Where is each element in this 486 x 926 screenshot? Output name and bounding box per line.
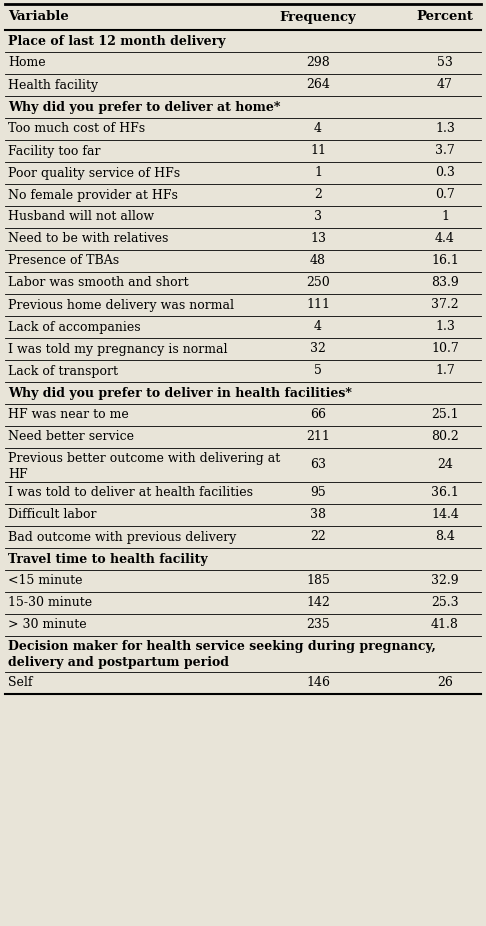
Text: 8.4: 8.4 — [435, 531, 455, 544]
Text: 0.7: 0.7 — [435, 189, 455, 202]
Text: 32: 32 — [310, 343, 326, 356]
Text: 142: 142 — [306, 596, 330, 609]
Text: 25.3: 25.3 — [431, 596, 459, 609]
Text: I was told my pregnancy is normal: I was told my pregnancy is normal — [8, 343, 227, 356]
Text: Percent: Percent — [417, 10, 473, 23]
Text: 80.2: 80.2 — [431, 431, 459, 444]
Text: 25.1: 25.1 — [431, 408, 459, 421]
Text: 41.8: 41.8 — [431, 619, 459, 632]
Text: Travel time to health facility: Travel time to health facility — [8, 553, 208, 566]
Text: 24: 24 — [437, 458, 453, 471]
Text: 36.1: 36.1 — [431, 486, 459, 499]
Text: 2: 2 — [314, 189, 322, 202]
Text: 185: 185 — [306, 574, 330, 587]
Text: Need to be with relatives: Need to be with relatives — [8, 232, 168, 245]
Text: 63: 63 — [310, 458, 326, 471]
Text: 264: 264 — [306, 79, 330, 92]
Text: Why did you prefer to deliver in health facilities*: Why did you prefer to deliver in health … — [8, 386, 352, 399]
Text: 38: 38 — [310, 508, 326, 521]
Text: HF was near to me: HF was near to me — [8, 408, 129, 421]
Text: > 30 minute: > 30 minute — [8, 619, 87, 632]
Text: 3.7: 3.7 — [435, 144, 455, 157]
Text: 53: 53 — [437, 56, 453, 69]
Text: 37.2: 37.2 — [431, 298, 459, 311]
Text: No female provider at HFs: No female provider at HFs — [8, 189, 178, 202]
Text: Place of last 12 month delivery: Place of last 12 month delivery — [8, 34, 226, 47]
Text: 1: 1 — [314, 167, 322, 180]
Text: 83.9: 83.9 — [431, 277, 459, 290]
Bar — [5, 4, 481, 694]
Text: 1.7: 1.7 — [435, 365, 455, 378]
Text: Variable: Variable — [8, 10, 69, 23]
Text: 22: 22 — [310, 531, 326, 544]
Text: 4: 4 — [314, 320, 322, 333]
Text: 0.3: 0.3 — [435, 167, 455, 180]
Text: <15 minute: <15 minute — [8, 574, 83, 587]
Text: 1.3: 1.3 — [435, 320, 455, 333]
Text: 5: 5 — [314, 365, 322, 378]
Text: 298: 298 — [306, 56, 330, 69]
Text: Labor was smooth and short: Labor was smooth and short — [8, 277, 189, 290]
Text: Decision maker for health service seeking during pregnancy,
delivery and postpar: Decision maker for health service seekin… — [8, 640, 436, 669]
Text: Need better service: Need better service — [8, 431, 134, 444]
Text: Presence of TBAs: Presence of TBAs — [8, 255, 119, 268]
Text: Husband will not allow: Husband will not allow — [8, 210, 154, 223]
Text: 32.9: 32.9 — [431, 574, 459, 587]
Text: 235: 235 — [306, 619, 330, 632]
Text: Why did you prefer to deliver at home*: Why did you prefer to deliver at home* — [8, 101, 280, 114]
Text: 1.3: 1.3 — [435, 122, 455, 135]
Text: 11: 11 — [310, 144, 326, 157]
Text: 47: 47 — [437, 79, 453, 92]
Text: Bad outcome with previous delivery: Bad outcome with previous delivery — [8, 531, 236, 544]
Text: Poor quality service of HFs: Poor quality service of HFs — [8, 167, 180, 180]
Text: 111: 111 — [306, 298, 330, 311]
Text: I was told to deliver at health facilities: I was told to deliver at health faciliti… — [8, 486, 253, 499]
Text: Too much cost of HFs: Too much cost of HFs — [8, 122, 145, 135]
Text: Frequency: Frequency — [279, 10, 356, 23]
Text: Home: Home — [8, 56, 46, 69]
Text: 4: 4 — [314, 122, 322, 135]
Text: 4.4: 4.4 — [435, 232, 455, 245]
Text: Facility too far: Facility too far — [8, 144, 101, 157]
Text: 250: 250 — [306, 277, 330, 290]
Text: Previous better outcome with delivering at
HF: Previous better outcome with delivering … — [8, 452, 280, 481]
Text: Health facility: Health facility — [8, 79, 98, 92]
Text: 146: 146 — [306, 677, 330, 690]
Text: Difficult labor: Difficult labor — [8, 508, 97, 521]
Text: 26: 26 — [437, 677, 453, 690]
Text: 211: 211 — [306, 431, 330, 444]
Text: 13: 13 — [310, 232, 326, 245]
Text: Previous home delivery was normal: Previous home delivery was normal — [8, 298, 234, 311]
Text: 3: 3 — [314, 210, 322, 223]
Text: 16.1: 16.1 — [431, 255, 459, 268]
Text: 14.4: 14.4 — [431, 508, 459, 521]
Text: 66: 66 — [310, 408, 326, 421]
Text: 10.7: 10.7 — [431, 343, 459, 356]
Text: 48: 48 — [310, 255, 326, 268]
Text: 15-30 minute: 15-30 minute — [8, 596, 92, 609]
Text: 1: 1 — [441, 210, 449, 223]
Text: Lack of accompanies: Lack of accompanies — [8, 320, 140, 333]
Text: 95: 95 — [310, 486, 326, 499]
Text: Self: Self — [8, 677, 33, 690]
Text: Lack of transport: Lack of transport — [8, 365, 118, 378]
